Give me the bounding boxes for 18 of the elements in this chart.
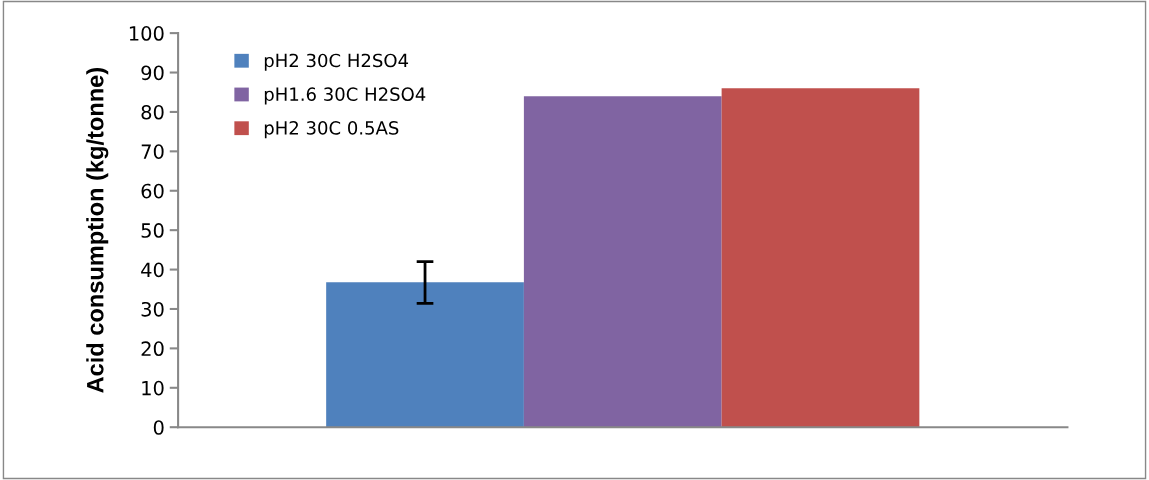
y-tick-label: 70 — [141, 144, 164, 160]
y-tick-label: 80 — [141, 104, 164, 120]
y-tick-label: 20 — [141, 341, 164, 357]
bar — [523, 96, 722, 428]
legend-label: pH2 30C H2SO4 — [264, 53, 409, 71]
y-tick-label: 0 — [153, 420, 164, 435]
bar — [721, 88, 920, 428]
legend-label: pH1.6 30C H2SO4 — [264, 87, 426, 105]
y-tick-label: 40 — [141, 262, 164, 278]
y-tick-label: 60 — [141, 183, 164, 199]
y-tick-label: 100 — [129, 26, 164, 41]
y-tick-label: 10 — [142, 380, 164, 396]
y-tick-label: 50 — [141, 223, 164, 238]
legend-label: pH2 30C 0.5AS — [264, 121, 399, 139]
y-axis-title: Acid consumption (kg/tonne) — [86, 68, 109, 393]
y-tick-label: 90 — [141, 65, 164, 81]
y-tick-label: 30 — [141, 301, 164, 317]
bar — [326, 282, 524, 428]
